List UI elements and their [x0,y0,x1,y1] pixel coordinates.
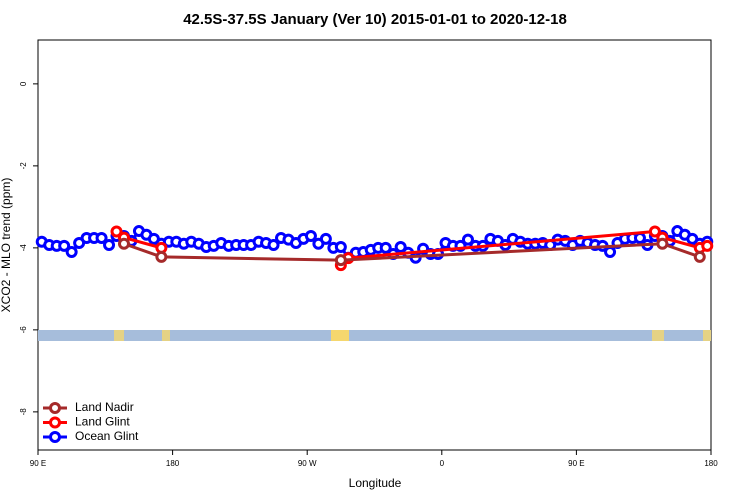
point [65,245,78,258]
x-tick-label: 90 E [30,459,46,468]
land-patch [331,330,349,341]
legend-marker [49,416,61,429]
point [304,229,317,242]
point [110,225,123,238]
legend-label: Land Glint [75,415,130,429]
point [461,233,474,246]
point [334,241,347,254]
point [334,254,347,267]
legend-label: Ocean Glint [75,429,139,443]
land-sea-strip [38,330,711,341]
y-axis-label: XCO2 - MLO trend (ppm) [0,178,13,313]
y-tick-label: -8 [19,408,28,416]
point [58,239,71,252]
point [604,245,617,258]
y-tick-label: -4 [19,244,28,252]
legend-marker [49,431,61,443]
y-tick-label: -6 [19,326,28,334]
point [117,237,130,250]
point [394,241,407,254]
x-tick-label: 90 W [298,459,317,468]
point [379,241,392,254]
point [103,239,116,251]
chart-title: 42.5S-37.5S January (Ver 10) 2015-01-01 … [183,11,567,28]
point [648,225,661,238]
x-tick-label: 180 [166,459,180,468]
point [267,239,280,251]
point [95,232,108,245]
point [155,250,168,263]
y-tick-label: 0 [19,81,28,86]
x-tick-label: 0 [440,459,445,468]
x-axis-label: Longitude [349,476,402,490]
point [701,239,714,252]
y-tick-label: -2 [19,162,28,170]
land-patch [162,330,170,341]
land-patch [703,330,711,341]
ocean-strip [38,330,711,341]
x-tick-label: 90 E [568,459,584,468]
point [319,232,332,245]
legend-label: Land Nadir [75,400,134,414]
legend-marker [49,402,61,414]
point [693,250,706,263]
land-patch [652,330,664,341]
land-patch [114,330,124,341]
point [656,237,669,250]
x-tick-label: 180 [704,459,718,468]
